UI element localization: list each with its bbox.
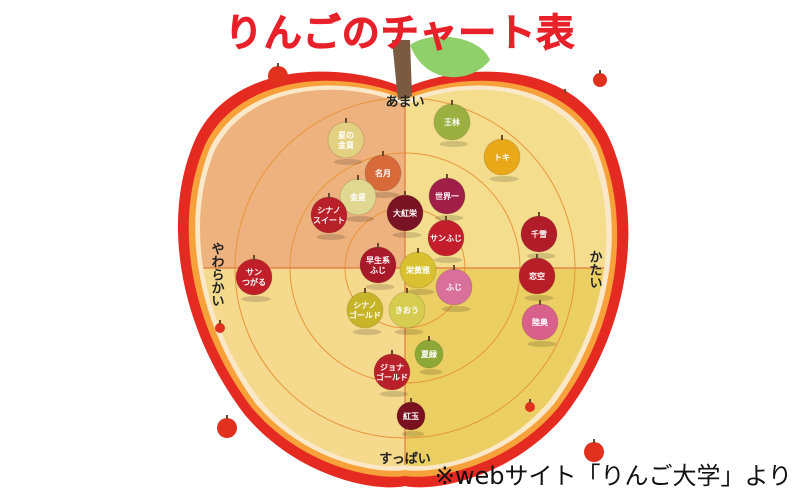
axis-label-right: かたい [587,250,603,289]
apple-variety: きおう [388,288,426,335]
apple-label: 名月 [375,168,391,178]
apple-variety: 恋空 [518,254,556,301]
apple-label: ふじ [446,283,462,292]
decorative-apple-icon [593,70,607,87]
apple-label: トキ [494,153,510,162]
decorative-apple-icon [215,320,225,333]
axis-label-top: あまい [385,95,424,110]
apple-variety: 世界一 [428,174,466,221]
source-note: ※webサイト「りんご大学」より [434,462,792,490]
decorative-apple-icon [268,63,288,86]
apple-variety: ジョナゴールド [373,350,411,397]
apple-label: 大紅栄 [393,208,418,218]
decorative-apple-icon [217,415,237,438]
apple-label: シナノゴールド [349,301,381,320]
apple-variety: トキ [483,135,521,182]
apple-label: 栄黄雅 [405,265,430,275]
apple-label: 金星 [349,192,366,202]
apple-variety: 紅玉 [396,398,426,437]
chart-title: りんごのチャート表 [224,11,576,56]
apple-label: 星の金貨 [337,130,354,150]
apple-stem [392,40,412,100]
apple-label: シナノスイート [313,206,345,225]
apple-label: 王林 [444,117,460,127]
apple-label: 夏緑 [420,349,438,359]
axis-label-left: やわらかい [209,242,225,307]
decorative-apple-icon [560,89,570,102]
apple-label: 紅玉 [403,411,419,421]
apple-variety: 金星 [339,175,377,222]
apple-variety: シナノスイート [310,193,348,240]
decorative-apple-icon [525,399,535,412]
apple-variety: 名月 [364,151,402,198]
apple-label: サンふじ [430,234,462,243]
apple-variety: 大紅栄 [386,191,424,238]
apple-label: 陸奥 [532,317,549,327]
axis-label-bottom: すっぱい [379,451,430,467]
apple-variety: 千雪 [520,212,558,259]
apple-label: 恋空 [529,271,545,281]
apple-variety: ふじ [435,265,473,312]
apple-label: ジョナゴールド [376,363,408,382]
decorative-apple-icon [584,439,604,462]
apple-variety: 王林 [433,100,471,147]
apple-label: 世界一 [435,191,459,201]
apple-label: きおう [395,306,419,315]
apple-variety: 夏緑 [414,336,444,375]
apple-variety: サンつがる [235,255,273,302]
apple-label: 早生系ふじ [366,255,390,275]
apple-variety: 陸奥 [521,300,559,347]
apple-variety: 星の金貨 [327,118,365,165]
apple-variety: シナノゴールド [346,288,384,335]
apple-leaf [410,36,490,78]
apple-variety: サンふじ [427,216,465,263]
apple-label: 千雪 [531,229,547,239]
apple-label: サンつがる [242,268,266,287]
apple-variety: 早生系ふじ [359,243,397,290]
